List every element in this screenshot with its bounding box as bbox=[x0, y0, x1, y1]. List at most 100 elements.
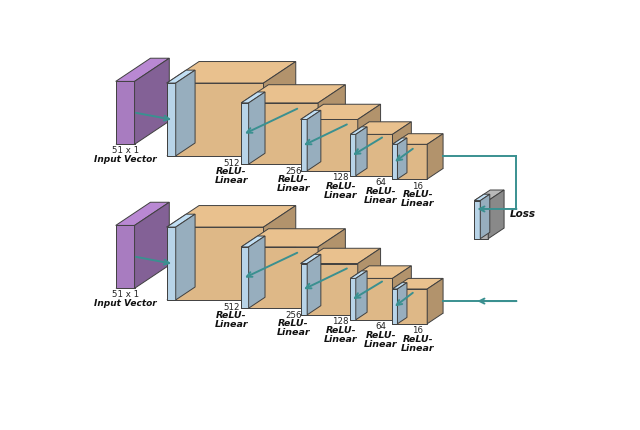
Polygon shape bbox=[241, 85, 346, 103]
Polygon shape bbox=[397, 283, 407, 324]
Polygon shape bbox=[134, 202, 169, 289]
Polygon shape bbox=[350, 134, 356, 176]
Polygon shape bbox=[358, 104, 381, 171]
Text: Linear: Linear bbox=[324, 335, 357, 344]
Polygon shape bbox=[392, 289, 428, 324]
Text: 16: 16 bbox=[412, 326, 423, 335]
Polygon shape bbox=[392, 122, 412, 176]
Polygon shape bbox=[301, 111, 321, 120]
Polygon shape bbox=[241, 92, 265, 103]
Polygon shape bbox=[474, 200, 488, 239]
Text: ReLU-: ReLU- bbox=[325, 326, 356, 335]
Polygon shape bbox=[350, 266, 412, 278]
Text: ReLU-: ReLU- bbox=[403, 190, 433, 200]
Text: 64: 64 bbox=[375, 322, 387, 332]
Text: ReLU-: ReLU- bbox=[216, 311, 246, 320]
Polygon shape bbox=[397, 138, 407, 179]
Text: Loss: Loss bbox=[510, 209, 536, 219]
Text: Input Vector: Input Vector bbox=[94, 155, 157, 164]
Polygon shape bbox=[116, 225, 134, 289]
Polygon shape bbox=[350, 278, 392, 320]
Polygon shape bbox=[474, 190, 504, 200]
Polygon shape bbox=[358, 248, 381, 315]
Polygon shape bbox=[474, 194, 490, 200]
Text: Linear: Linear bbox=[276, 328, 310, 337]
Text: ReLU-: ReLU- bbox=[278, 319, 308, 329]
Polygon shape bbox=[307, 111, 321, 171]
Polygon shape bbox=[307, 255, 321, 315]
Polygon shape bbox=[167, 214, 195, 227]
Polygon shape bbox=[241, 229, 346, 247]
Polygon shape bbox=[167, 227, 176, 300]
Polygon shape bbox=[318, 85, 346, 164]
Polygon shape bbox=[301, 248, 381, 264]
Text: Linear: Linear bbox=[364, 340, 397, 349]
Text: ReLU-: ReLU- bbox=[365, 331, 396, 340]
Text: 51 x 1: 51 x 1 bbox=[111, 290, 139, 299]
Polygon shape bbox=[176, 214, 195, 300]
Polygon shape bbox=[392, 138, 407, 144]
Text: Linear: Linear bbox=[324, 190, 357, 200]
Polygon shape bbox=[116, 81, 134, 144]
Polygon shape bbox=[301, 120, 307, 171]
Text: ReLU-: ReLU- bbox=[216, 167, 246, 176]
Polygon shape bbox=[350, 134, 392, 176]
Polygon shape bbox=[301, 264, 358, 315]
Polygon shape bbox=[301, 255, 321, 264]
Text: ReLU-: ReLU- bbox=[365, 187, 396, 196]
Polygon shape bbox=[167, 83, 176, 156]
Text: 16: 16 bbox=[412, 182, 423, 191]
Text: Linear: Linear bbox=[364, 196, 397, 205]
Text: 256: 256 bbox=[285, 167, 301, 176]
Text: 128: 128 bbox=[332, 317, 349, 326]
Text: ReLU-: ReLU- bbox=[278, 175, 308, 184]
Polygon shape bbox=[116, 202, 169, 225]
Polygon shape bbox=[241, 103, 249, 164]
Polygon shape bbox=[167, 206, 296, 227]
Text: Linear: Linear bbox=[401, 344, 435, 353]
Polygon shape bbox=[301, 104, 381, 120]
Polygon shape bbox=[350, 278, 356, 320]
Polygon shape bbox=[392, 266, 412, 320]
Text: Linear: Linear bbox=[401, 199, 435, 208]
Text: Linear: Linear bbox=[214, 320, 248, 329]
Polygon shape bbox=[356, 271, 367, 320]
Polygon shape bbox=[241, 103, 318, 164]
Polygon shape bbox=[480, 194, 490, 239]
Polygon shape bbox=[392, 134, 443, 144]
Polygon shape bbox=[176, 70, 195, 156]
Polygon shape bbox=[350, 127, 367, 134]
Polygon shape bbox=[428, 278, 443, 324]
Polygon shape bbox=[301, 264, 307, 315]
Polygon shape bbox=[392, 283, 407, 289]
Text: 64: 64 bbox=[375, 178, 387, 187]
Text: 128: 128 bbox=[332, 173, 349, 182]
Polygon shape bbox=[301, 120, 358, 171]
Polygon shape bbox=[249, 92, 265, 164]
Text: 51 x 1: 51 x 1 bbox=[111, 146, 139, 155]
Polygon shape bbox=[241, 236, 265, 247]
Polygon shape bbox=[167, 227, 264, 300]
Polygon shape bbox=[392, 289, 397, 324]
Text: Linear: Linear bbox=[276, 184, 310, 193]
Text: 512: 512 bbox=[223, 159, 239, 168]
Polygon shape bbox=[318, 229, 346, 308]
Polygon shape bbox=[474, 200, 480, 239]
Polygon shape bbox=[264, 206, 296, 300]
Text: Linear: Linear bbox=[214, 176, 248, 185]
Polygon shape bbox=[167, 61, 296, 83]
Polygon shape bbox=[392, 144, 397, 179]
Polygon shape bbox=[356, 127, 367, 176]
Polygon shape bbox=[167, 83, 264, 156]
Polygon shape bbox=[392, 278, 443, 289]
Polygon shape bbox=[350, 271, 367, 278]
Text: ReLU-: ReLU- bbox=[403, 335, 433, 344]
Polygon shape bbox=[241, 247, 318, 308]
Text: 256: 256 bbox=[285, 311, 301, 320]
Polygon shape bbox=[488, 190, 504, 239]
Text: Input Vector: Input Vector bbox=[94, 299, 157, 308]
Text: 512: 512 bbox=[223, 303, 239, 312]
Polygon shape bbox=[428, 134, 443, 179]
Polygon shape bbox=[392, 144, 428, 179]
Polygon shape bbox=[350, 122, 412, 134]
